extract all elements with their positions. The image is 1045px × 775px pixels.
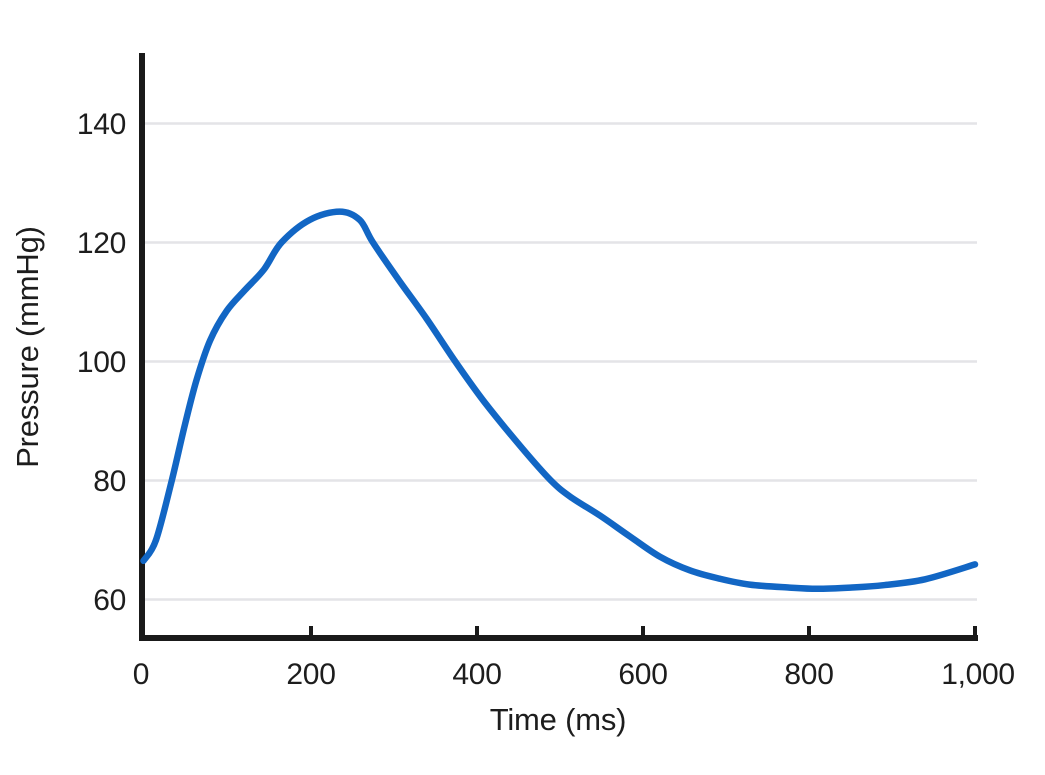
y-axis-title: Pressure (mmHg) xyxy=(10,226,45,468)
x-tick-label-1000: 1,000 xyxy=(941,658,1015,691)
y-tick-label-100: 100 xyxy=(77,346,126,379)
x-tick-labels: 0 200 400 600 800 1,000 xyxy=(133,658,1015,691)
y-tick-label-80: 80 xyxy=(93,465,126,498)
pressure-curve xyxy=(140,208,979,593)
gridlines xyxy=(145,122,977,601)
x-tick-label-400: 400 xyxy=(452,658,501,691)
y-tick-label-60: 60 xyxy=(93,584,126,617)
axes xyxy=(139,53,978,641)
y-tick-labels: 140 120 100 80 60 xyxy=(77,108,126,617)
x-axis-title: Time (ms) xyxy=(490,702,627,737)
x-tick-label-200: 200 xyxy=(286,658,335,691)
x-tick-label-800: 800 xyxy=(784,658,833,691)
y-tick-label-120: 120 xyxy=(77,227,126,260)
x-tick-label-600: 600 xyxy=(618,658,667,691)
x-tick-label-0: 0 xyxy=(133,658,149,691)
y-tick-label-140: 140 xyxy=(77,108,126,141)
